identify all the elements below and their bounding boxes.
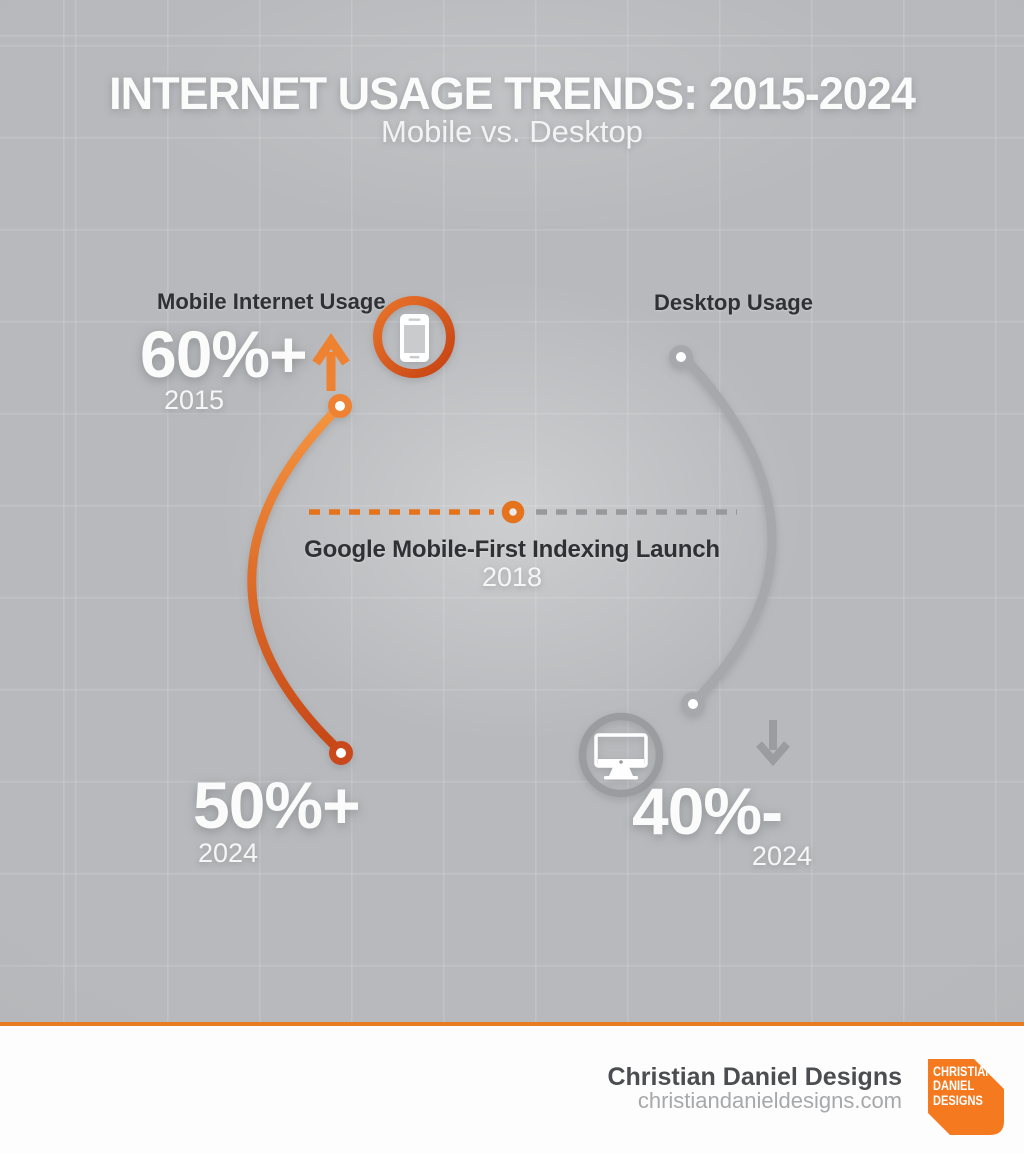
- smartphone-icon: [400, 314, 429, 362]
- monitor-icon: [594, 733, 648, 780]
- up-arrow-icon: [312, 333, 350, 391]
- mobile-end-stat: 50%+: [193, 768, 361, 842]
- desktop-monitor-badge: [578, 712, 664, 798]
- mobile-usage-label: Mobile Internet Usage: [157, 289, 386, 314]
- mobile-curve-start-dot: [328, 394, 352, 418]
- logo-line-2: DANIEL: [933, 1078, 975, 1093]
- footer-rule: [0, 1022, 1024, 1026]
- mobile-curve-end-dot: [329, 741, 353, 765]
- mobile-start-year: 2015: [164, 385, 225, 415]
- page-subtitle: Mobile vs. Desktop: [381, 114, 643, 149]
- mobile-trend-curve: [247, 394, 353, 765]
- page-title: INTERNET USAGE TRENDS: 2015-2024: [109, 68, 916, 119]
- logo-line-1: CHRISTIAN: [933, 1063, 994, 1079]
- footer: Christian Daniel Designs christiandaniel…: [0, 1025, 1024, 1154]
- mobile-start-stat: 60%+: [140, 317, 308, 391]
- milestone-label: Google Mobile-First Indexing Launch: [304, 536, 720, 563]
- desktop-usage-label: Desktop Usage: [654, 290, 813, 315]
- desktop-curve-start-dot: [669, 345, 693, 369]
- timeline-marker-ring: [501, 500, 525, 524]
- desktop-end-year: 2024: [751, 841, 812, 871]
- milestone-timeline: [309, 500, 737, 524]
- logo-badge-shape: [928, 1058, 1004, 1135]
- milestone-year: 2018: [481, 562, 543, 592]
- desktop-trend-curve: [669, 345, 777, 716]
- down-arrow-icon: [755, 720, 791, 767]
- desktop-end-stat: 40%-: [632, 774, 783, 848]
- mobile-end-year: 2024: [198, 838, 259, 868]
- logo-text: CHRISTIAN DANIEL DESIGNS: [933, 1063, 994, 1109]
- logo-line-3: DESIGNS: [933, 1092, 983, 1108]
- brand-name: Christian Daniel Designs: [607, 1062, 902, 1091]
- trend-artwork: [247, 296, 791, 798]
- mobile-phone-badge: [373, 296, 455, 378]
- brand-logo: CHRISTIAN DANIEL DESIGNS: [928, 1058, 1004, 1135]
- brand-website[interactable]: christiandanieldesigns.com: [637, 1087, 902, 1113]
- desktop-curve-end-dot: [681, 692, 705, 716]
